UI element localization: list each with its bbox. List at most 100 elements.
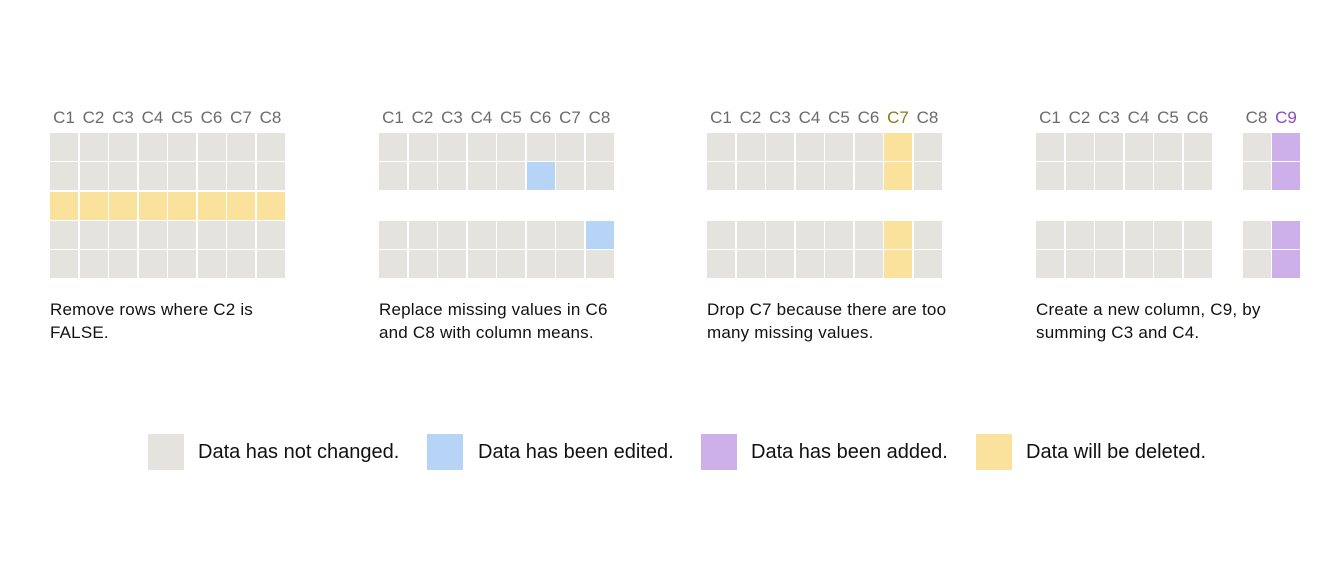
grid-cell <box>197 221 226 249</box>
grid-cell <box>1095 221 1123 249</box>
grid-cell <box>707 133 735 161</box>
grid-cell <box>197 133 226 161</box>
grid-cell <box>707 250 735 278</box>
column-header-c5: C5 <box>500 108 522 127</box>
grid-cell <box>1272 162 1300 190</box>
grid-cell <box>1036 133 1064 161</box>
grid-cell <box>467 162 496 190</box>
grid-cell <box>736 162 765 190</box>
grid-cell <box>138 250 167 278</box>
grid-cell <box>109 250 137 278</box>
grid-cell <box>1065 133 1094 161</box>
grid-cell <box>526 162 555 190</box>
column-header-c1: C1 <box>382 108 404 127</box>
grid-cell <box>227 192 255 220</box>
grid-cell <box>526 133 555 161</box>
grid-cell <box>825 250 853 278</box>
grid-cell <box>497 221 525 249</box>
grid-cell <box>825 221 853 249</box>
grid-cell <box>256 250 285 278</box>
grid-cell <box>1183 250 1212 278</box>
grid-cell <box>79 250 108 278</box>
grid-cell <box>585 133 614 161</box>
grid-cell <box>168 133 196 161</box>
grid-cell <box>766 133 794 161</box>
grid-cell <box>256 221 285 249</box>
grid-cell <box>50 250 78 278</box>
grid-cell <box>1272 221 1300 249</box>
legend-swatch-added <box>701 434 737 470</box>
grid-cell <box>913 221 942 249</box>
legend-swatch-deleted <box>976 434 1012 470</box>
grid-cell <box>913 250 942 278</box>
grid-cell <box>585 162 614 190</box>
grid-cell <box>707 221 735 249</box>
grid-cell <box>1095 162 1123 190</box>
grid-cell <box>1272 133 1300 161</box>
grid-cell <box>526 221 555 249</box>
grid-cell <box>913 133 942 161</box>
grid-cell <box>1272 250 1300 278</box>
grid-cell <box>1242 221 1271 249</box>
grid-cell <box>1183 221 1212 249</box>
grid-cell <box>497 250 525 278</box>
grid-cell <box>1154 250 1182 278</box>
grid-cell <box>585 250 614 278</box>
grid-cell <box>497 133 525 161</box>
grid-cell <box>138 192 167 220</box>
grid-cell <box>556 162 584 190</box>
grid-cell <box>1095 250 1123 278</box>
grid-cell <box>79 162 108 190</box>
grid-cell <box>736 133 765 161</box>
grid-cell <box>556 133 584 161</box>
panel-caption: Create a new column, C9, by summing C3 a… <box>1036 300 1261 342</box>
grid-cell <box>1124 133 1153 161</box>
grid-cell <box>1154 221 1182 249</box>
grid-cell <box>197 192 226 220</box>
grid-cell <box>1242 133 1271 161</box>
grid-cell <box>379 221 407 249</box>
column-header-c4: C4 <box>470 108 493 127</box>
grid-cell <box>168 250 196 278</box>
column-header-c2: C2 <box>739 108 762 127</box>
column-header-c2: C2 <box>82 108 105 127</box>
grid-cell <box>109 192 137 220</box>
panel-caption: Replace missing values in C6 and C8 with… <box>379 300 608 342</box>
grid-cell <box>79 133 108 161</box>
column-header-c6: C6 <box>857 108 880 127</box>
grid-cell <box>884 133 912 161</box>
grid-cell <box>227 162 255 190</box>
legend-label-unchanged: Data has not changed. <box>198 441 400 463</box>
grid-cell <box>1065 162 1094 190</box>
panel-caption: Drop C7 because there are too many missi… <box>707 300 947 342</box>
column-header-c2: C2 <box>411 108 434 127</box>
grid-cell <box>736 250 765 278</box>
grid-cell <box>197 250 226 278</box>
column-header-c4: C4 <box>1127 108 1150 127</box>
panel-caption: Remove rows where C2 is FALSE. <box>50 300 253 342</box>
column-header-c5: C5 <box>171 108 193 127</box>
grid-cell <box>438 221 466 249</box>
grid-cell <box>1242 250 1271 278</box>
grid-cell <box>168 192 196 220</box>
grid-cell <box>1242 162 1271 190</box>
grid-cell <box>109 221 137 249</box>
grid-cell <box>227 221 255 249</box>
legend-label-deleted: Data will be deleted. <box>1026 441 1207 463</box>
grid-cell <box>438 133 466 161</box>
grid-cell <box>467 221 496 249</box>
grid-cell <box>379 133 407 161</box>
column-header-c4: C4 <box>141 108 164 127</box>
column-header-c3: C3 <box>112 108 134 127</box>
column-header-c1: C1 <box>53 108 75 127</box>
column-header-c2: C2 <box>1068 108 1091 127</box>
grid-cell <box>1036 250 1064 278</box>
grid-cell <box>256 162 285 190</box>
grid-cell <box>168 221 196 249</box>
column-header-c8: C8 <box>259 108 282 127</box>
column-header-c4: C4 <box>798 108 821 127</box>
grid-cell <box>256 192 285 220</box>
grid-cell <box>854 162 883 190</box>
grid-cell <box>1124 221 1153 249</box>
